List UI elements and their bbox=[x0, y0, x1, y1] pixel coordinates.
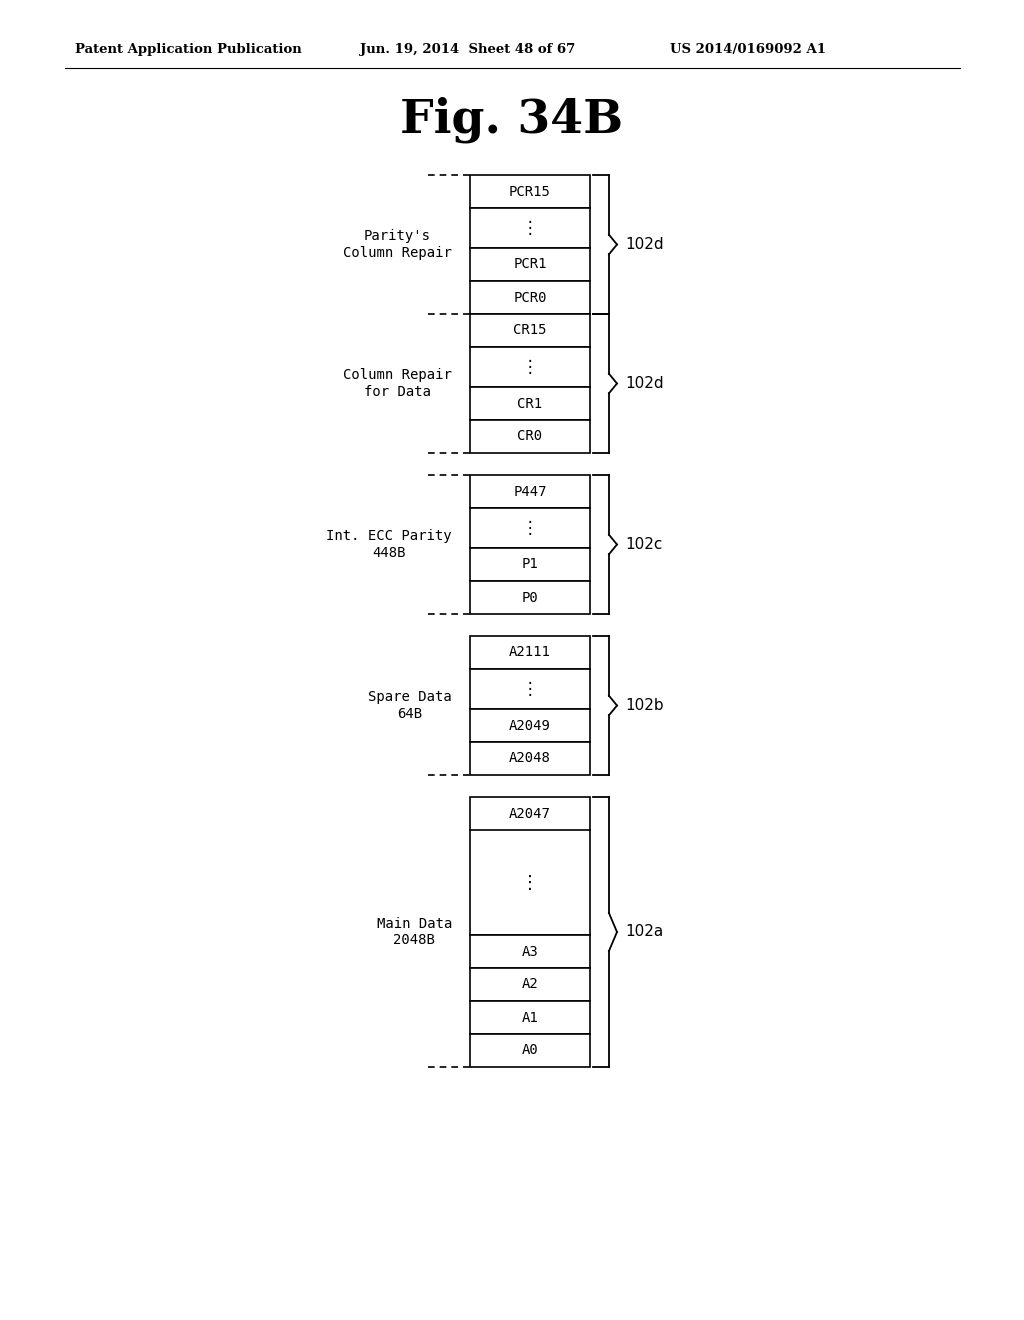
Bar bbox=[470, 281, 590, 314]
Text: A1: A1 bbox=[521, 1011, 539, 1024]
Bar bbox=[470, 1001, 590, 1034]
Text: Jun. 19, 2014  Sheet 48 of 67: Jun. 19, 2014 Sheet 48 of 67 bbox=[360, 44, 575, 57]
Text: ⋮: ⋮ bbox=[521, 680, 539, 698]
Bar bbox=[470, 420, 590, 453]
Text: ⋮: ⋮ bbox=[521, 519, 539, 537]
Text: A2: A2 bbox=[521, 978, 539, 991]
Text: P1: P1 bbox=[521, 557, 539, 572]
Text: Main Data
2048B: Main Data 2048B bbox=[377, 917, 452, 948]
Text: A2048: A2048 bbox=[509, 751, 551, 766]
Text: PCR1: PCR1 bbox=[513, 257, 547, 272]
Text: ⋮: ⋮ bbox=[521, 358, 539, 376]
Text: US 2014/0169092 A1: US 2014/0169092 A1 bbox=[670, 44, 826, 57]
Text: Spare Data
64B: Spare Data 64B bbox=[369, 690, 452, 721]
Bar bbox=[470, 797, 590, 830]
Text: 102d: 102d bbox=[625, 238, 664, 252]
Text: Parity's
Column Repair: Parity's Column Repair bbox=[343, 230, 452, 260]
Text: 102b: 102b bbox=[625, 698, 664, 713]
Text: CR0: CR0 bbox=[517, 429, 543, 444]
Text: P447: P447 bbox=[513, 484, 547, 499]
Text: A2111: A2111 bbox=[509, 645, 551, 660]
Text: 102a: 102a bbox=[625, 924, 664, 940]
Bar bbox=[470, 475, 590, 508]
Bar bbox=[470, 387, 590, 420]
Text: PCR15: PCR15 bbox=[509, 185, 551, 198]
Bar bbox=[470, 581, 590, 614]
Text: A2047: A2047 bbox=[509, 807, 551, 821]
Text: Column Repair
for Data: Column Repair for Data bbox=[343, 368, 452, 399]
Bar bbox=[470, 709, 590, 742]
Text: A0: A0 bbox=[521, 1044, 539, 1057]
Text: PCR0: PCR0 bbox=[513, 290, 547, 305]
Text: CR15: CR15 bbox=[513, 323, 547, 338]
Text: Int. ECC Parity
448B: Int. ECC Parity 448B bbox=[327, 529, 452, 560]
Bar bbox=[470, 314, 590, 347]
Text: CR1: CR1 bbox=[517, 396, 543, 411]
Text: ⋮: ⋮ bbox=[521, 219, 539, 238]
Bar bbox=[470, 508, 590, 548]
Bar bbox=[470, 548, 590, 581]
Text: Patent Application Publication: Patent Application Publication bbox=[75, 44, 302, 57]
Bar bbox=[470, 176, 590, 209]
Bar bbox=[470, 669, 590, 709]
Text: Fig. 34B: Fig. 34B bbox=[400, 96, 624, 144]
Text: A3: A3 bbox=[521, 945, 539, 958]
Text: ⋮: ⋮ bbox=[521, 874, 539, 891]
Text: 102c: 102c bbox=[625, 537, 663, 552]
Text: A2049: A2049 bbox=[509, 718, 551, 733]
Bar bbox=[470, 742, 590, 775]
Bar bbox=[470, 636, 590, 669]
Text: 102d: 102d bbox=[625, 376, 664, 391]
Bar bbox=[470, 968, 590, 1001]
Bar bbox=[470, 209, 590, 248]
Bar bbox=[470, 935, 590, 968]
Bar bbox=[470, 347, 590, 387]
Bar bbox=[470, 1034, 590, 1067]
Bar bbox=[470, 248, 590, 281]
Text: P0: P0 bbox=[521, 590, 539, 605]
